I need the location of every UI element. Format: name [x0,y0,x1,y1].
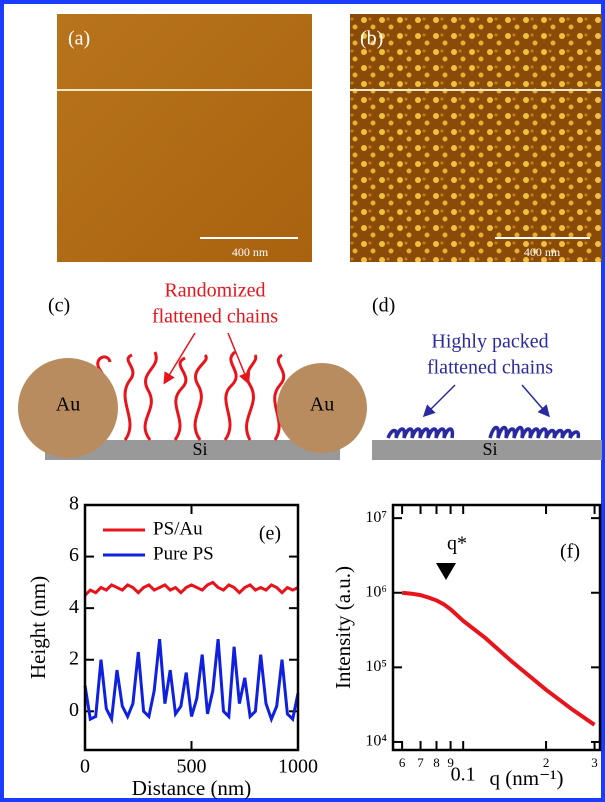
x-axis-label: q (nm⁻¹) [490,766,564,790]
substrate-label: Si [192,439,207,459]
y-axis-label: Height (nm) [26,576,50,679]
arrow [425,385,455,415]
legend-label: PS/Au [153,518,203,539]
y-tick-label: 10⁵ [365,658,387,675]
substrate-label: Si [482,439,497,459]
figure: (a) 400 nm (b) 400 nm (c) Randomized fla… [0,0,605,802]
x-tick-label: 1000 [278,756,318,778]
panel-label: (f) [560,541,580,563]
panel-label: (b) [360,28,383,50]
x-axis-label: Distance (nm) [132,776,252,800]
packed-chains [388,428,578,439]
x-tick-label: 500 [177,756,207,778]
chains [98,352,284,440]
y-tick-label: 10⁷ [365,509,387,526]
arrow [522,385,548,415]
panel-label: (c) [48,295,70,317]
data-line [85,582,298,595]
panel-label: (e) [259,523,281,545]
scale-text: 400 nm [524,245,561,259]
annotation: Randomized [164,280,265,302]
annotation-arrow [436,563,456,580]
particle-label: Au [310,394,334,416]
y-axis-label: Intensity (a.u.) [331,566,355,689]
y-tick-label: 6 [69,544,79,566]
y-tick-label: 8 [69,493,79,515]
annotation: Highly packed [431,331,548,353]
annotation: flattened chains [152,306,278,328]
afm-image-a [57,14,312,262]
arrow [165,333,195,382]
scale-text: 400 nm [232,245,269,259]
afm-image-b [350,14,602,262]
panel-label: (a) [68,28,90,50]
y-tick-label: 4 [69,596,79,618]
x-tick-label: 0 [80,756,90,778]
legend-label: Pure PS [153,543,214,564]
x-tick-label: 6 [399,755,406,770]
y-tick-label: 10⁶ [365,583,387,600]
x-tick-label: 0.1 [451,764,476,786]
data-line [85,639,298,719]
x-tick-label: 7 [417,755,424,770]
annotation: q* [447,533,467,555]
data-line [402,593,594,725]
x-tick-label: 3 [591,755,598,770]
y-tick-label: 0 [69,699,79,721]
particle-label: Au [56,394,80,416]
y-tick-label: 2 [69,647,79,669]
x-tick-label: 8 [433,755,440,770]
annotation: flattened chains [427,357,553,379]
y-tick-label: 10⁴ [365,733,387,750]
panel-label: (d) [372,295,395,317]
